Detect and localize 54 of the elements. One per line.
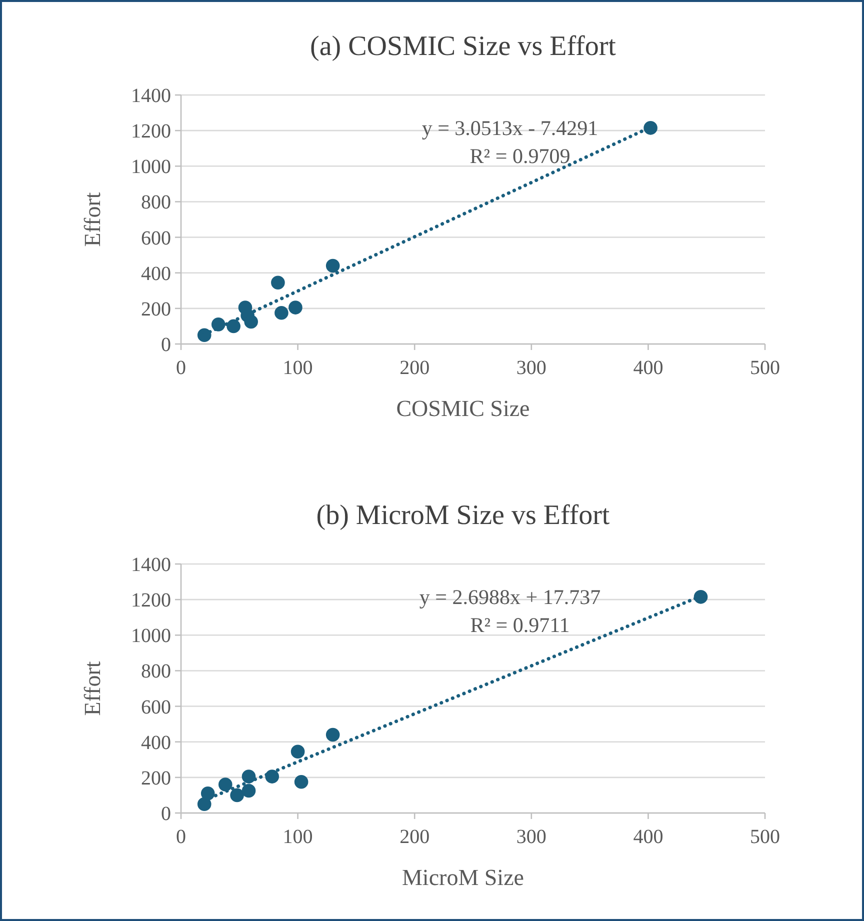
y-tick-label: 1000 <box>131 156 171 178</box>
y-tick-label: 200 <box>141 298 171 320</box>
point <box>271 276 285 290</box>
y-axis-title: Effort <box>80 660 105 716</box>
point <box>326 728 340 742</box>
point <box>644 121 658 135</box>
point <box>200 786 215 800</box>
y-tick-label: 1200 <box>131 120 171 143</box>
x-axis-title: COSMIC Size <box>396 396 530 421</box>
point <box>290 744 305 759</box>
x-tick-label: 500 <box>750 826 780 848</box>
chart-title: (a) COSMIC Size vs Effort <box>310 31 616 62</box>
annotation: R² = 0.9709 <box>470 144 570 168</box>
point <box>242 784 256 798</box>
y-tick-label: 1000 <box>131 625 171 648</box>
annotation: R² = 0.9711 <box>470 613 570 637</box>
x-tick-label: 500 <box>750 357 780 379</box>
chart-title: (b) MicroM Size vs Effort <box>316 500 610 531</box>
point <box>242 770 256 784</box>
annotation: y = 3.0513x - 7.4291 <box>422 116 598 140</box>
x-tick-label: 0 <box>176 357 186 379</box>
x-tick-label: 100 <box>282 357 313 379</box>
x-tick-label: 200 <box>400 826 430 848</box>
y-tick-label: 1400 <box>131 85 171 107</box>
y-tick-label: 800 <box>141 192 171 214</box>
x-tick-label: 300 <box>516 826 546 848</box>
point <box>288 300 302 314</box>
point <box>294 774 308 789</box>
x-tick-label: 100 <box>282 826 313 848</box>
y-tick-label: 0 <box>161 334 171 356</box>
y-tick-label: 400 <box>141 262 171 285</box>
x-tick-label: 400 <box>633 826 664 848</box>
x-tick-label: 400 <box>633 357 664 379</box>
x-axis-title: MicroM Size <box>402 865 524 890</box>
y-tick-label: 800 <box>141 660 171 683</box>
x-tick-label: 200 <box>400 357 430 379</box>
point <box>244 314 258 329</box>
y-tick-label: 0 <box>161 803 171 825</box>
point <box>694 590 708 604</box>
y-tick-label: 600 <box>141 227 171 250</box>
y-tick-label: 1200 <box>131 590 171 612</box>
x-tick-label: 0 <box>176 826 186 848</box>
y-axis-title: Effort <box>80 192 105 247</box>
point <box>218 778 232 792</box>
y-tick-label: 600 <box>141 696 171 718</box>
y-tick-label: 400 <box>141 732 171 754</box>
y-tick-label: 1400 <box>131 554 171 576</box>
point <box>326 258 340 273</box>
y-tick-label: 200 <box>141 767 171 790</box>
x-tick-label: 300 <box>516 357 546 379</box>
point <box>226 319 240 334</box>
point <box>274 306 288 320</box>
annotation: y = 2.6988x + 17.737 <box>419 585 601 609</box>
point <box>230 788 244 802</box>
